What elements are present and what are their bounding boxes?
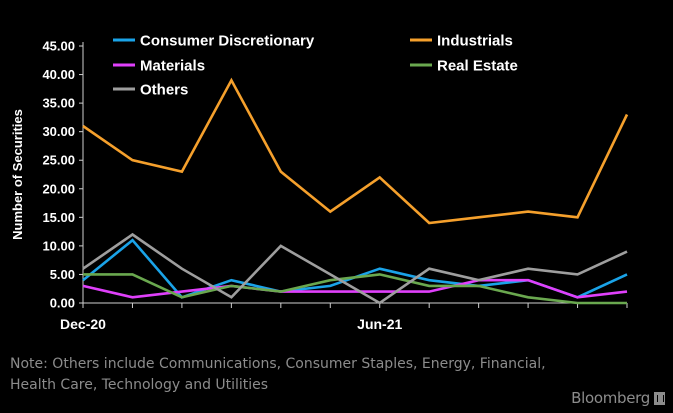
- bloomberg-logo: Bloomberg: [571, 389, 665, 407]
- legend-label-industrials: Industrials: [437, 33, 513, 50]
- y-tick-label: 10.00: [42, 238, 75, 253]
- y-tick-label: 45.00: [42, 39, 75, 54]
- x-tick-label: Jun-21: [357, 316, 402, 332]
- x-tick-label: Dec-20: [60, 316, 106, 332]
- y-tick-label: 0.00: [50, 296, 75, 311]
- legend-label-others: Others: [140, 82, 188, 99]
- y-tick-label: 30.00: [42, 124, 75, 139]
- footnote: Note: Others include Communications, Con…: [10, 356, 546, 393]
- series-line-real-estate: [83, 273, 627, 305]
- y-tick-label: 35.00: [42, 96, 75, 111]
- y-tick-label: 20.00: [42, 181, 75, 196]
- legend-label-materials: Materials: [140, 58, 205, 75]
- y-tick-label: 5.00: [50, 267, 75, 282]
- y-tick-label: 25.00: [42, 153, 75, 168]
- series-line-others: [82, 232, 628, 305]
- brand-name: Bloomberg: [571, 389, 650, 407]
- series-line-industrials: [82, 77, 629, 225]
- y-axis-title: Number of Securities: [10, 109, 25, 240]
- legend-label-consumer-discretionary: Consumer Discretionary: [140, 33, 315, 50]
- bloomberg-terminal-icon: [654, 391, 665, 405]
- y-tick-label: 15.00: [42, 210, 75, 225]
- legend-label-real-estate: Real Estate: [437, 58, 518, 75]
- y-tick-label: 40.00: [42, 67, 75, 82]
